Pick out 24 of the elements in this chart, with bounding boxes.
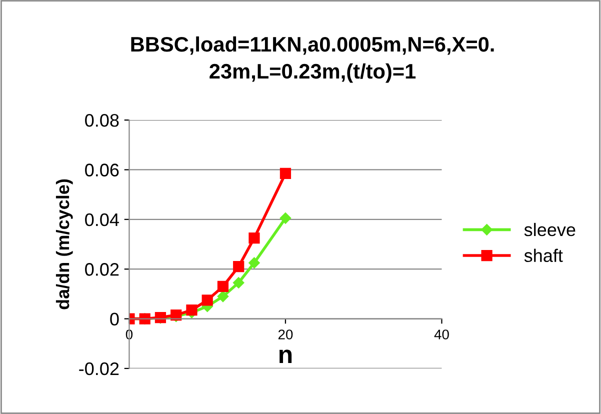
point xyxy=(280,212,292,224)
point xyxy=(280,168,292,180)
point xyxy=(232,277,244,288)
point xyxy=(248,232,260,244)
point xyxy=(217,280,229,292)
chart-title: BBSC,load=11KN,a0.0005m,N=6,X=0. 23m,L=0.23m,(t/to)=1 xyxy=(131,36,494,83)
x-axis-title: n xyxy=(279,350,292,364)
y-axis-title: da/dn (m/cycle) xyxy=(56,179,73,310)
y-tick-label: 0 xyxy=(110,312,119,326)
point xyxy=(217,290,229,302)
legend-label: sleeve xyxy=(524,222,576,236)
y-tick-label: 0.08 xyxy=(85,114,119,127)
x-tick-label: 20 xyxy=(278,330,293,340)
legend-label: shaft xyxy=(524,248,563,262)
point xyxy=(186,304,198,316)
x-tick-label: 0 xyxy=(126,330,133,340)
y-tick-label: -0.02 xyxy=(79,362,119,376)
y-tick-label: 0.06 xyxy=(85,164,119,176)
point xyxy=(202,294,213,306)
point xyxy=(233,261,244,272)
point xyxy=(248,257,260,268)
y-tick-label: 0.02 xyxy=(85,263,119,276)
y-tick-label: 0.04 xyxy=(85,213,119,226)
x-tick-label: 40 xyxy=(434,330,449,340)
